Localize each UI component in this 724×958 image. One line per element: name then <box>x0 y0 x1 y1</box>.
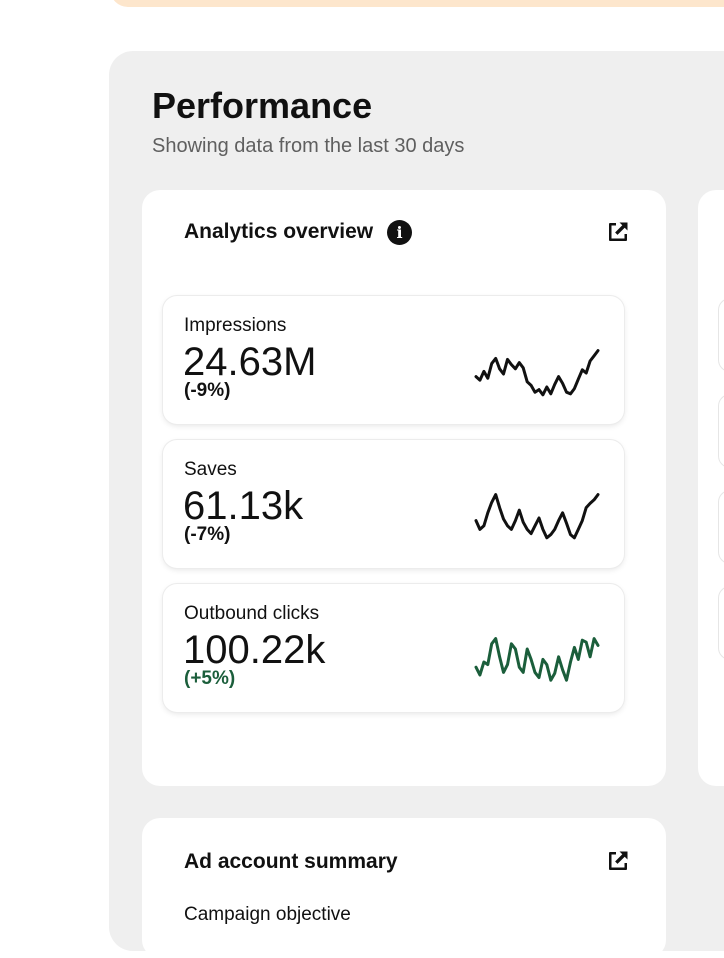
sparkline-saves <box>474 493 600 540</box>
ad-summary-row-label: Campaign objective <box>184 904 351 925</box>
secondary-metric-stub[interactable] <box>718 394 724 468</box>
metric-change: (-9%) <box>184 380 231 401</box>
sparkline-path <box>474 349 600 397</box>
sparkline-path <box>474 637 600 682</box>
metric-value: 24.63M <box>183 340 317 384</box>
metric-card-impressions[interactable]: Impressions 24.63M (-9%) <box>163 296 624 424</box>
analytics-overview-title: Analytics overview <box>184 220 374 243</box>
info-icon[interactable]: i <box>387 220 412 245</box>
metric-label: Saves <box>184 459 237 480</box>
top-banner <box>110 0 724 7</box>
page-subtitle: Showing data from the last 30 days <box>152 135 465 157</box>
metric-value: 100.22k <box>183 628 326 672</box>
secondary-metric-stub[interactable] <box>718 490 724 564</box>
ad-account-summary-title: Ad account summary <box>184 850 398 873</box>
metric-card-outbound-clicks[interactable]: Outbound clicks 100.22k (+5%) <box>163 584 624 712</box>
metric-card-saves[interactable]: Saves 61.13k (-7%) <box>163 440 624 568</box>
secondary-metric-stub[interactable] <box>718 586 724 660</box>
ad-account-summary-card <box>142 818 666 958</box>
external-link-icon[interactable] <box>606 849 630 873</box>
metric-change: (-7%) <box>184 524 231 545</box>
secondary-card-partial <box>698 190 724 786</box>
metric-change: (+5%) <box>184 668 236 689</box>
page-title: Performance <box>152 85 373 126</box>
metric-value: 61.13k <box>183 484 304 528</box>
external-link-icon[interactable] <box>606 220 630 244</box>
sparkline-path <box>474 493 600 540</box>
secondary-metric-stub[interactable] <box>718 298 724 372</box>
sparkline-impressions <box>474 349 600 397</box>
metric-label: Outbound clicks <box>184 603 320 624</box>
metric-label: Impressions <box>184 315 287 336</box>
sparkline-outbound-clicks <box>474 637 600 682</box>
